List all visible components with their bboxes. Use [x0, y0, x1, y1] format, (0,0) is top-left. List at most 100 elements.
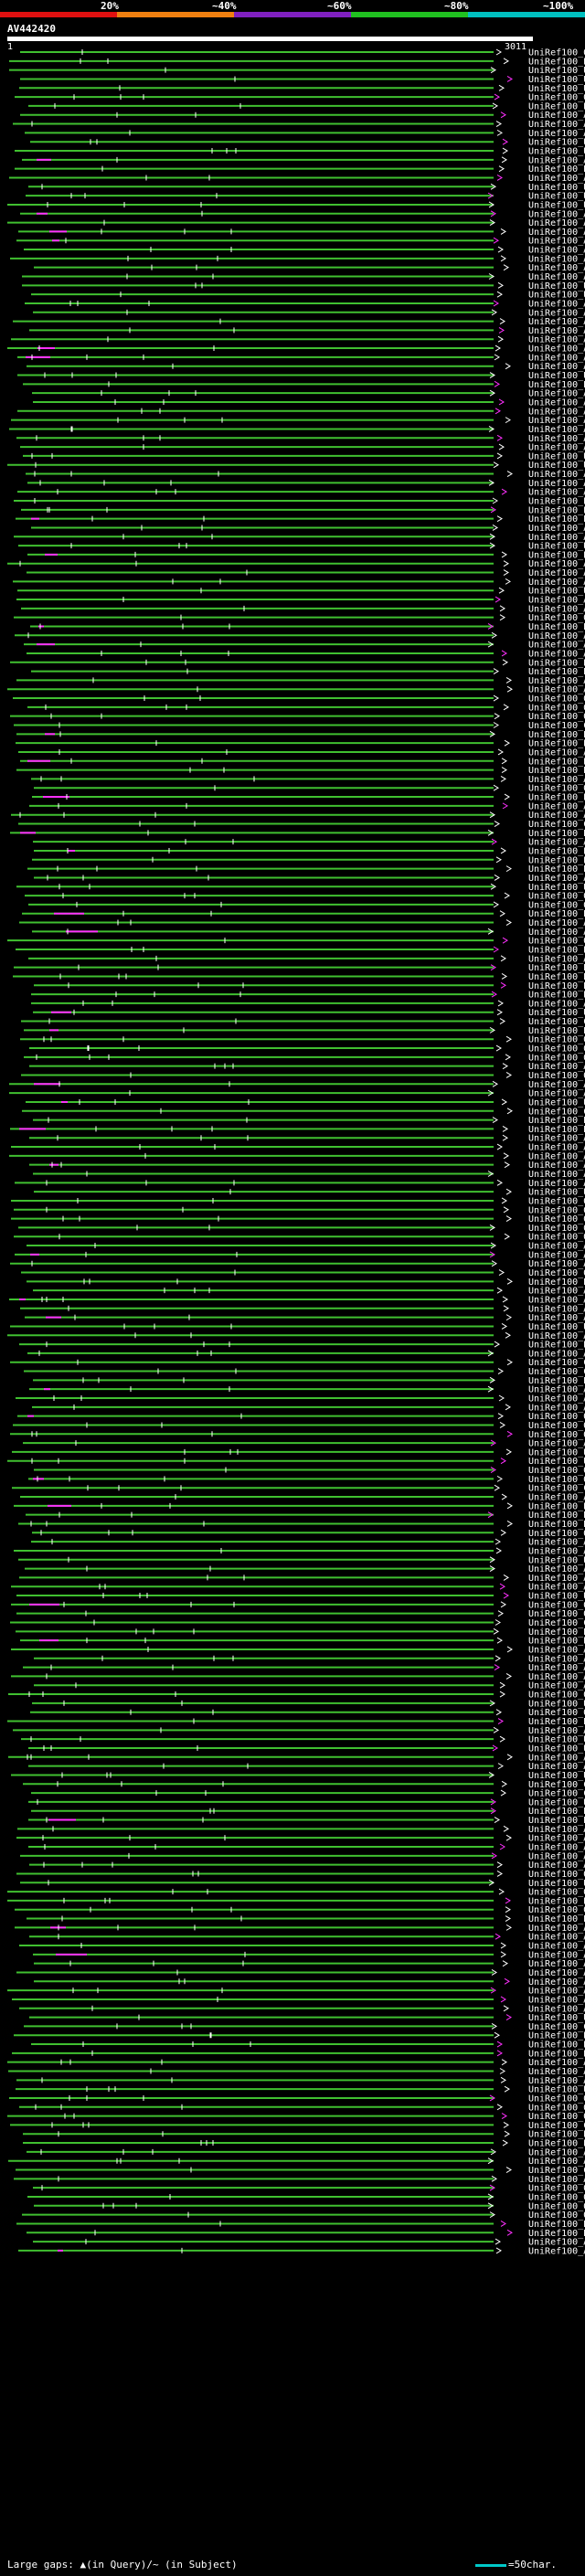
hit-row[interactable]: UniRef100_A7R423	[8, 2067, 585, 2077]
hit-label[interactable]: UniRef100_A7R1A7	[528, 874, 585, 884]
hit-label[interactable]: UniRef100_A7R1A6	[528, 389, 585, 399]
hit-label[interactable]: UniRef100_A2ZFH5	[528, 1242, 585, 1252]
hit-label[interactable]: UniRef100_A7QXF9	[528, 317, 585, 327]
hit-label[interactable]: UniRef100_A5C4V3	[528, 685, 585, 695]
hit-row[interactable]: UniRef100_B2XE09	[10, 658, 585, 668]
hit-label[interactable]: UniRef100_A7QZ66	[528, 272, 585, 282]
hit-label[interactable]: UniRef100_A7P9Q7	[528, 1583, 585, 1593]
hit-row[interactable]: UniRef100_A7QS27	[15, 1250, 585, 1260]
hit-label[interactable]: UniRef100_A7P8D9	[528, 2157, 585, 2167]
hit-label[interactable]: UniRef100_Q94967	[528, 1268, 585, 1278]
hit-label[interactable]: UniRef100_A5BZ90	[528, 246, 585, 256]
hit-label[interactable]: UniRef100_C0PTR1	[528, 2121, 585, 2131]
hit-label[interactable]: UniRef100_B9GSF7	[528, 2130, 585, 2140]
hit-row[interactable]: UniRef100_Q69X93	[15, 1905, 585, 1915]
hit-label[interactable]: UniRef100_A7Q702	[528, 299, 585, 309]
hit-row[interactable]: UniRef100_A7R4Z5	[8, 1753, 585, 1763]
hit-row[interactable]: UniRef100_A7QGE1	[27, 649, 585, 659]
hit-label[interactable]: UniRef100_A7Q0F1	[528, 443, 585, 453]
hit-row[interactable]: UniRef100_A7R4Z4	[29, 801, 585, 811]
hit-row[interactable]: UniRef100_Q76GZ5	[29, 1044, 585, 1055]
hit-row[interactable]: UniRef100_UP1000..	[7, 1457, 585, 1467]
hit-label[interactable]: UniRef100_UP1000..	[528, 1097, 585, 1108]
hit-label[interactable]: UniRef100_A7P9R4	[528, 1546, 585, 1556]
hit-label[interactable]: UniRef100_A7R6C8	[528, 1825, 585, 1835]
hit-row[interactable]: UniRef100_Q2R440	[10, 712, 585, 722]
hit-label[interactable]: UniRef100_A7QJN5	[528, 2238, 585, 2248]
hit-label[interactable]: UniRef100_UP1000..	[528, 1322, 585, 1332]
hit-label[interactable]: UniRef100_C7J7K3	[528, 1484, 585, 1494]
hit-label[interactable]: UniRef100_A5AHP3	[528, 2004, 585, 2014]
hit-label[interactable]: UniRef100_A7R614	[528, 1394, 585, 1405]
hit-label[interactable]: UniRef100_A7QQK3	[528, 1493, 585, 1503]
hit-label[interactable]: UniRef100_B9SDD8	[528, 946, 585, 956]
hit-label[interactable]: UniRef100_A7P9S6	[528, 596, 585, 606]
hit-row[interactable]: UniRef100_A7QS20	[11, 811, 585, 821]
hit-label[interactable]: UniRef100_A7P9N8	[528, 631, 585, 641]
hit-row[interactable]: UniRef100_A5AHM5	[33, 838, 585, 848]
hit-row[interactable]: UniRef100_A2ZFH5	[27, 1242, 585, 1252]
hit-label[interactable]: UniRef100_C5Z1Z9	[528, 1358, 585, 1368]
hit-label[interactable]: UniRef100_Q62IU9	[528, 613, 585, 623]
hit-row[interactable]: UniRef100_A7PIT4	[13, 120, 585, 130]
hit-row[interactable]: UniRef100_C5YH99	[18, 820, 585, 830]
hit-row[interactable]: UniRef100_C5YLY3	[24, 2022, 585, 2032]
hit-row[interactable]: UniRef100_UP1000..	[26, 192, 585, 202]
hit-label[interactable]: UniRef100_UP1000..	[528, 147, 585, 157]
hit-label[interactable]: UniRef100_B9RG99	[528, 1125, 585, 1135]
hit-label[interactable]: UniRef100_A7R741	[528, 641, 585, 651]
hit-label[interactable]: UniRef100_Q6FF79	[528, 1214, 585, 1224]
hit-label[interactable]: UniRef100_Q6H2B6	[528, 2094, 585, 2104]
hit-label[interactable]: UniRef100_A7Q269	[528, 353, 585, 363]
hit-label[interactable]: UniRef100_B9RGB9	[528, 757, 585, 767]
hit-label[interactable]: UniRef100_Q6JN46	[528, 1071, 585, 1081]
hit-label[interactable]: UniRef100_B7SWJ0	[528, 981, 585, 991]
hit-row[interactable]: UniRef100_A7P9R7	[29, 326, 585, 336]
hit-label[interactable]: UniRef100_A7R743	[528, 918, 585, 928]
hit-row[interactable]: UniRef100_Q2R4Q0	[11, 1600, 585, 1610]
hit-label[interactable]: UniRef100_B8BGI3	[528, 2139, 585, 2149]
hit-row[interactable]: UniRef100_A7QGD9	[31, 524, 585, 534]
hit-row[interactable]: UniRef100_A7QZ68	[25, 1564, 585, 1574]
hit-row[interactable]: UniRef100_A7R1B3	[16, 1834, 585, 1844]
hit-label[interactable]: UniRef100_A7QQP4	[528, 1959, 585, 1969]
hit-row[interactable]: UniRef100_A5C7N4	[33, 1950, 585, 1960]
hit-label[interactable]: UniRef100_A7Q2S9	[528, 345, 585, 355]
hit-row[interactable]: UniRef100_A7P9S7	[27, 362, 585, 372]
hit-label[interactable]: UniRef100_A5ZKDI	[528, 775, 585, 785]
hit-row[interactable]: UniRef100_A7QBL0	[28, 954, 585, 964]
hit-row[interactable]: UniRef100_Q6JN46	[21, 1071, 585, 1081]
hit-row[interactable]: UniRef100_A7PKY8	[31, 1538, 585, 1548]
hit-row[interactable]: UniRef100_A7QQK3	[20, 1493, 585, 1503]
hit-label[interactable]: UniRef100_UP1000..	[528, 371, 585, 381]
hit-label[interactable]: UniRef100_B9MJN6	[528, 497, 585, 507]
hit-row[interactable]: UniRef100_Q1OL77	[7, 1888, 585, 1898]
hit-row[interactable]: UniRef100_UP1000..	[18, 542, 585, 552]
hit-row[interactable]: UniRef100_A7QXE8	[11, 1143, 585, 1153]
hit-label[interactable]: UniRef100_A7QGD9	[528, 524, 585, 534]
hit-label[interactable]: UniRef100_B9SRI2	[528, 622, 585, 632]
hit-row[interactable]: UniRef100_B9GSF7	[23, 2130, 585, 2140]
hit-row[interactable]: UniRef100_B9GFB5	[24, 1026, 585, 1036]
hit-label[interactable]: UniRef100_C7J886	[528, 1107, 585, 1117]
hit-label[interactable]: UniRef100_UP1000..	[528, 84, 585, 94]
hit-label[interactable]: UniRef100_Q0Z903	[528, 1205, 585, 1215]
hit-label[interactable]: UniRef100_A5AHM5	[528, 838, 585, 848]
hit-row[interactable]: UniRef100_A7R1A6	[32, 389, 585, 399]
hit-row[interactable]: UniRef100_A5C4V3	[7, 685, 585, 695]
hit-label[interactable]: UniRef100_A7PEG6	[528, 1645, 585, 1655]
hit-label[interactable]: UniRef100_UP1000..	[528, 1744, 585, 1754]
hit-row[interactable]: UniRef100_A5BEN7	[13, 578, 585, 588]
hit-label[interactable]: UniRef100_A7QXE8	[528, 1143, 585, 1153]
hit-row[interactable]: UniRef100_UP1000..	[18, 1555, 585, 1565]
hit-row[interactable]: UniRef100_C7J886	[22, 1107, 585, 1117]
hit-label[interactable]: UniRef100_UP1000..	[528, 2085, 585, 2095]
hit-row[interactable]: UniRef100_A7Q2S9	[7, 345, 585, 355]
hit-label[interactable]: UniRef100_A5AQD7	[528, 111, 585, 121]
hit-label[interactable]: UniRef100_A7R4Z4	[528, 801, 585, 811]
hit-row[interactable]: UniRef100_A7QHJ3	[20, 209, 585, 219]
hit-row[interactable]: UniRef100_A5C6V9	[29, 1860, 585, 1871]
hit-row[interactable]: UniRef100_A7R149	[11, 416, 585, 426]
hit-label[interactable]: UniRef100_Q94968	[528, 1196, 585, 1206]
hit-row[interactable]: UniRef100_UP1000..	[20, 1879, 585, 1889]
